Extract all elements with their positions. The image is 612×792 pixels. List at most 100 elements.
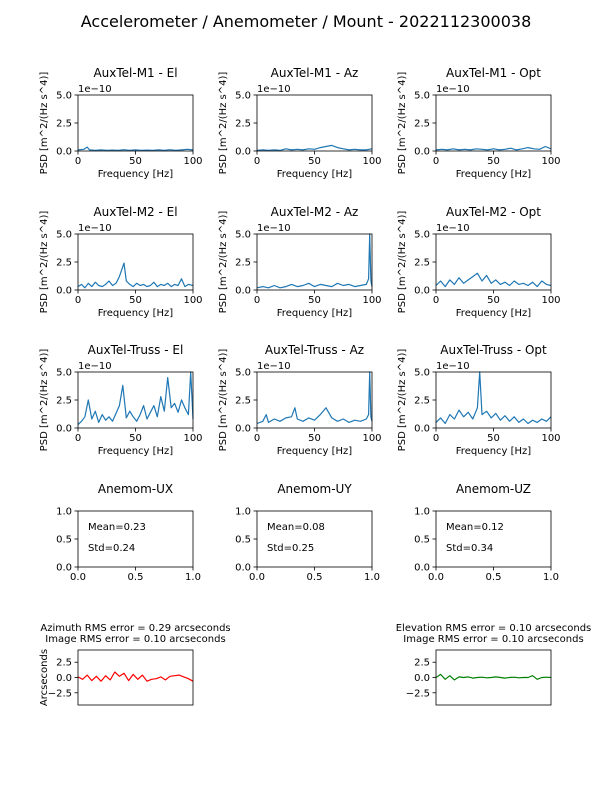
subplot-7: AuxTel-Truss - El 1e−10 0 50 100 0.0 2.5 5.0 Fre… xyxy=(39,343,203,457)
series-line-1 xyxy=(435,371,552,425)
subplot-12: Anemom-UZ 0.0 0.5 1.0 0.0 0.5 1.0 Mean=0.12 Std=… xyxy=(414,482,559,583)
y-tick-label: −2.5 xyxy=(48,688,72,699)
subplot-title: Elevation RMS error = 0.10 arcseconds xyxy=(396,623,592,634)
y-tick-label: 1.0 xyxy=(56,507,72,518)
y-tick-label: 2.5 xyxy=(56,396,72,407)
x-tick-label: 50 xyxy=(487,433,500,444)
x-tick-label: 0.5 xyxy=(307,572,323,583)
subplot-6: AuxTel-M2 - Opt 1e−10 0 50 100 0.0 2.5 5.0 Frequ… xyxy=(397,205,561,319)
offset-label: 1e−10 xyxy=(436,223,470,234)
stat-annotation: Std=0.24 xyxy=(88,543,135,554)
series-line-1 xyxy=(435,145,552,151)
y-tick-label: 0.0 xyxy=(414,286,430,297)
x-axis-label: Frequency [Hz] xyxy=(277,446,353,457)
x-tick-label: 100 xyxy=(541,295,560,306)
x-axis-label: Frequency [Hz] xyxy=(98,169,174,180)
x-tick-label: 0.5 xyxy=(486,572,502,583)
x-tick-label: 1.0 xyxy=(543,572,559,583)
subplot-3: AuxTel-M1 - Opt 1e−10 0 50 100 0.0 2.5 5.0 Frequ… xyxy=(397,66,561,180)
y-tick-label: 0.0 xyxy=(56,673,72,684)
y-tick-label: 5.0 xyxy=(56,230,72,241)
offset-label: 1e−10 xyxy=(257,223,291,234)
y-axis-label: Arcseconds xyxy=(39,649,50,706)
y-tick-label: 2.5 xyxy=(414,258,430,269)
y-tick-label: 2.5 xyxy=(235,119,251,130)
y-tick-label: 0.0 xyxy=(414,147,430,158)
x-axis-label: Frequency [Hz] xyxy=(277,169,353,180)
x-tick-label: 0.0 xyxy=(428,572,444,583)
x-tick-label: 100 xyxy=(362,295,381,306)
subplot-subtitle: Image RMS error = 0.10 arcseconds xyxy=(403,634,583,645)
y-tick-label: 0.0 xyxy=(56,424,72,435)
x-tick-label: 100 xyxy=(183,433,202,444)
y-tick-label: 0.0 xyxy=(414,563,430,574)
subplot-1: AuxTel-M1 - El 1e−10 0 50 100 0.0 2.5 5.0 Freque… xyxy=(39,66,203,180)
y-tick-label: 2.5 xyxy=(235,396,251,407)
y-tick-label: 0.5 xyxy=(414,535,430,546)
x-axis-label: Frequency [Hz] xyxy=(456,169,532,180)
offset-label: 1e−10 xyxy=(436,361,470,372)
y-axis-label: PSD [m^2/(Hz s^4)] xyxy=(39,72,50,175)
offset-label: 1e−10 xyxy=(78,223,112,234)
x-tick-label: 50 xyxy=(308,295,321,306)
subplot-8: AuxTel-Truss - Az 1e−10 0 50 100 0.0 2.5 5.0 Fre… xyxy=(218,343,382,457)
x-axis-label: Frequency [Hz] xyxy=(98,446,174,457)
y-axis-label: PSD [m^2/(Hz s^4)] xyxy=(218,211,229,314)
x-tick-label: 0 xyxy=(254,433,260,444)
y-tick-label: 0.0 xyxy=(235,563,251,574)
x-tick-label: 0 xyxy=(254,295,260,306)
subplot-13: Azimuth RMS error = 0.29 arcsecondsImage… xyxy=(39,623,231,706)
stat-annotation: Mean=0.23 xyxy=(88,522,146,533)
subplot-title: AuxTel-M2 - Az xyxy=(271,205,359,219)
y-tick-label: 2.5 xyxy=(56,258,72,269)
subplot-title: Anemom-UX xyxy=(98,482,173,496)
y-tick-label: 0.0 xyxy=(414,424,430,435)
offset-label: 1e−10 xyxy=(257,84,291,95)
subplot-title: AuxTel-M1 - Opt xyxy=(446,66,541,80)
series-line-1 xyxy=(256,144,373,151)
subplot-title: Anemom-UY xyxy=(277,482,352,496)
stat-annotation: Std=0.34 xyxy=(446,543,493,554)
y-tick-label: 2.5 xyxy=(414,658,430,669)
subplot-subtitle: Image RMS error = 0.10 arcseconds xyxy=(45,634,225,645)
x-tick-label: 100 xyxy=(541,156,560,167)
y-axis-label: PSD [m^2/(Hz s^4)] xyxy=(397,349,408,452)
y-axis-label: PSD [m^2/(Hz s^4)] xyxy=(218,72,229,175)
x-tick-label: 100 xyxy=(541,433,560,444)
x-tick-label: 0 xyxy=(75,156,81,167)
x-tick-label: 50 xyxy=(487,295,500,306)
subplot-grid: AuxTel-M1 - El 1e−10 0 50 100 0.0 2.5 5.0 Freque… xyxy=(39,66,591,706)
subplot-title: AuxTel-M2 - Opt xyxy=(446,205,541,219)
subplot-10: Anemom-UX 0.0 0.5 1.0 0.0 0.5 1.0 Mean=0.23 Std=… xyxy=(56,482,201,583)
subplot-title: Azimuth RMS error = 0.29 arcseconds xyxy=(40,623,230,634)
offset-label: 1e−10 xyxy=(78,84,112,95)
x-tick-label: 50 xyxy=(487,156,500,167)
subplot-11: Anemom-UY 0.0 0.5 1.0 0.0 0.5 1.0 Mean=0.08 Std=… xyxy=(235,482,380,583)
y-tick-label: 5.0 xyxy=(235,91,251,102)
x-tick-label: 0.0 xyxy=(70,572,86,583)
subplot-14: Elevation RMS error = 0.10 arcsecondsIma… xyxy=(396,623,592,706)
x-tick-label: 100 xyxy=(362,156,381,167)
y-tick-label: −2.5 xyxy=(406,688,430,699)
stat-annotation: Mean=0.08 xyxy=(267,522,325,533)
x-tick-label: 50 xyxy=(129,156,142,167)
offset-label: 1e−10 xyxy=(436,84,470,95)
y-tick-label: 5.0 xyxy=(414,368,430,379)
y-tick-label: 5.0 xyxy=(414,230,430,241)
y-tick-label: 0.0 xyxy=(56,147,72,158)
y-tick-label: 0.0 xyxy=(414,673,430,684)
x-axis-label: Frequency [Hz] xyxy=(456,308,532,319)
y-tick-label: 2.5 xyxy=(414,119,430,130)
x-tick-label: 50 xyxy=(129,295,142,306)
y-tick-label: 2.5 xyxy=(56,658,72,669)
y-tick-label: 5.0 xyxy=(56,91,72,102)
x-tick-label: 50 xyxy=(308,433,321,444)
y-axis-label: PSD [m^2/(Hz s^4)] xyxy=(39,211,50,314)
y-axis-label: PSD [m^2/(Hz s^4)] xyxy=(218,349,229,452)
x-axis-label: Frequency [Hz] xyxy=(277,308,353,319)
y-tick-label: 0.5 xyxy=(235,535,251,546)
y-tick-label: 5.0 xyxy=(56,368,72,379)
series-line-1 xyxy=(77,262,194,289)
